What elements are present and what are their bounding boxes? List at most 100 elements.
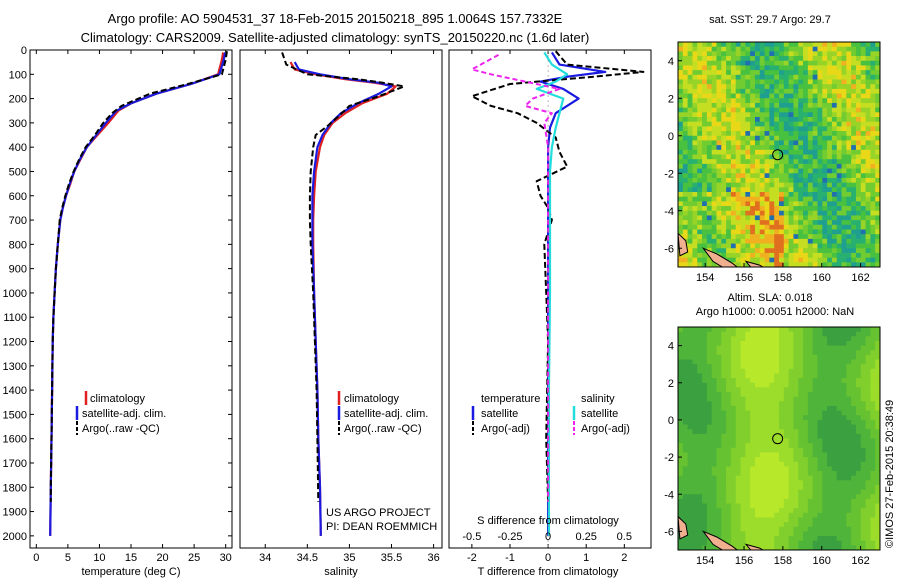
map-cell: [730, 438, 737, 444]
map-cell: [817, 396, 823, 402]
map-cell: [711, 331, 718, 337]
map-cell: [836, 340, 843, 347]
map-cell: [769, 471, 775, 477]
map-cell: [841, 220, 847, 226]
map-cell: [735, 336, 742, 342]
map-cell: [855, 327, 862, 333]
map-cell: [860, 257, 867, 263]
map-cell: [827, 79, 833, 85]
map-cell: [702, 117, 708, 123]
map-cell: [706, 424, 713, 430]
map-cell: [750, 42, 756, 48]
map-cell: [812, 433, 819, 440]
map-cell: [803, 429, 809, 435]
map-cell: [836, 545, 843, 550]
map-cell: [841, 331, 847, 337]
map-cell: [798, 540, 804, 546]
map-cell: [860, 88, 867, 95]
map-cell: [759, 220, 766, 226]
map-cell: [870, 382, 876, 388]
map-cell: [817, 117, 823, 123]
map-cell: [841, 51, 847, 57]
map-cell: [706, 387, 713, 393]
map-cell: [803, 210, 809, 217]
map-cell: [841, 70, 847, 76]
map-cell: [846, 117, 852, 123]
map-cell: [716, 471, 722, 477]
map-cell: [865, 65, 871, 71]
map-cell: [798, 177, 804, 184]
map-cell: [870, 168, 876, 174]
map-cell: [875, 140, 880, 146]
map-cell: [754, 419, 761, 426]
map-cell: [682, 210, 689, 217]
map-cell: [711, 471, 718, 477]
map-cell: [740, 163, 746, 170]
map-cell: [783, 350, 790, 356]
map-cell: [831, 56, 838, 62]
map-cell: [798, 117, 804, 123]
map-cell: [745, 498, 751, 505]
map-cell: [769, 163, 775, 170]
map-cell: [812, 93, 819, 99]
map-cell: [759, 60, 766, 67]
map-cell: [855, 93, 862, 99]
map-cell: [860, 126, 867, 132]
map-cell: [870, 117, 876, 123]
map-cell: [735, 331, 742, 337]
map-cell: [812, 368, 819, 375]
map-cell: [730, 526, 737, 533]
map-cell: [807, 79, 814, 85]
map-cell: [870, 206, 876, 212]
map-cell: [687, 354, 694, 361]
map-cell: [836, 508, 843, 514]
map-cell: [726, 117, 732, 123]
map-cell: [851, 401, 857, 407]
map-cell: [735, 257, 742, 263]
map-cell: [803, 131, 809, 137]
map-cell: [865, 248, 871, 254]
map-cell: [865, 526, 871, 533]
map-cell: [692, 350, 698, 356]
map-cell: [822, 350, 828, 356]
map-cell: [774, 433, 780, 440]
map-cell: [750, 331, 756, 337]
map-cell: [745, 466, 751, 472]
map-cell: [841, 56, 847, 62]
map-cell: [774, 149, 780, 156]
map-cell: [817, 88, 823, 95]
map-cell: [846, 206, 852, 212]
map-cell: [798, 392, 804, 398]
map-cell: [807, 126, 814, 132]
map-cell: [721, 234, 727, 240]
map-cell: [711, 503, 718, 509]
map-cell: [678, 415, 684, 421]
map-cell: [754, 392, 761, 398]
map-cell: [697, 201, 703, 207]
map-cell: [740, 368, 746, 375]
map-cell: [740, 88, 746, 95]
map-cell: [726, 429, 732, 435]
map-cell: [812, 215, 819, 221]
map-cell: [769, 508, 775, 514]
map-cell: [783, 65, 790, 71]
s-difference-tick-label: 0.5: [617, 531, 632, 543]
map-cell: [764, 392, 770, 398]
map-cell: [817, 457, 823, 463]
map-cell: [793, 368, 799, 375]
map-cell: [769, 350, 775, 356]
map-cell: [706, 257, 713, 263]
map-cell: [716, 163, 722, 170]
map-cell: [855, 331, 862, 337]
map-cell: [822, 512, 828, 519]
s-difference-ticks: -0.5 -0.25 0 0.25 0.5: [462, 531, 632, 543]
map-cell: [716, 224, 722, 231]
map-cell: [721, 359, 727, 365]
map-cell: [855, 443, 862, 449]
map-cell: [678, 102, 684, 109]
map-cell: [697, 429, 703, 435]
map-cell: [822, 187, 828, 193]
map-cell: [836, 206, 843, 212]
map-cell: [764, 224, 770, 231]
